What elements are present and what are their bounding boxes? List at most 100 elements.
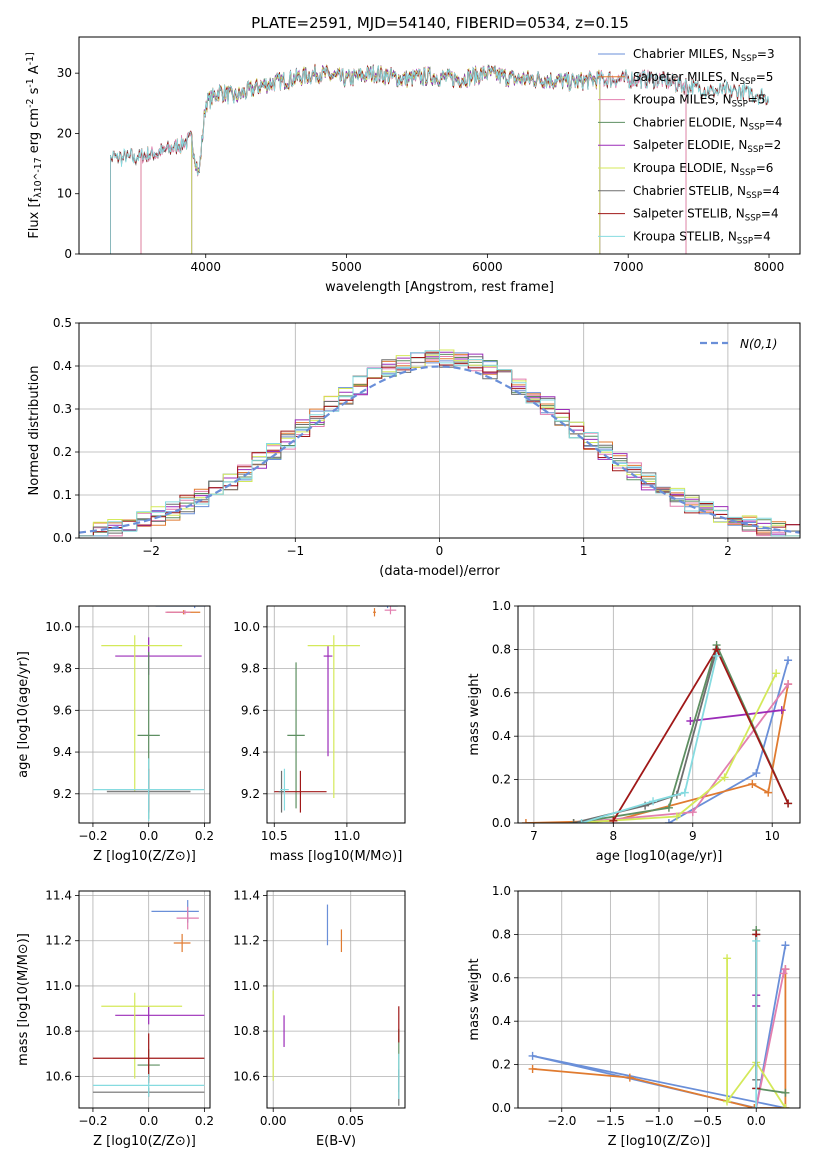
mass-weight-point xyxy=(688,808,697,817)
mass_weight_vs_age-ylabel: mass weight xyxy=(467,673,482,755)
x-tick-label: −1.5 xyxy=(596,1114,625,1128)
y-tick-label: 1.0 xyxy=(492,884,511,898)
mass_vs_ebv-frame xyxy=(266,890,406,1109)
errorbar-point-purple xyxy=(323,645,333,757)
y-tick-label: 9.4 xyxy=(241,745,260,759)
mass-weight-point xyxy=(784,656,793,665)
y-tick-label: 10.0 xyxy=(45,620,72,634)
mass-weight-point xyxy=(784,680,793,689)
mass_vs_Z-ylabel: mass [log10(M/M⊙)] xyxy=(16,933,31,1066)
y-tick-label: 9.2 xyxy=(241,787,260,801)
x-tick-label: 7000 xyxy=(613,260,644,274)
y-tick-label: 10 xyxy=(57,187,72,201)
x-tick-label: 0.00 xyxy=(260,1114,287,1128)
y-tick-label: 10.0 xyxy=(233,620,260,634)
mass_weight_vs_Z-ylabel: mass weight xyxy=(467,958,482,1040)
mass_vs_ebv-marks xyxy=(272,904,400,1106)
y-tick-label: 11.2 xyxy=(233,934,260,948)
mass-weight-point xyxy=(772,669,781,678)
x-tick-label: 6000 xyxy=(472,260,503,274)
y-tick-label: 0.0 xyxy=(53,531,72,545)
mass-weight-series-orange xyxy=(521,680,793,823)
mass-weight-point xyxy=(781,1104,790,1108)
legend-entry: Kroupa STELIB, NSSP=4 xyxy=(633,229,771,246)
x-tick-label: 0.0 xyxy=(139,1114,158,1128)
residual-histogram-cyan xyxy=(79,350,800,537)
mass-weight-point xyxy=(686,717,695,726)
errorbar-point-cyan xyxy=(280,768,289,811)
mass-weight-point xyxy=(528,1064,537,1073)
errorbar-point-cyan xyxy=(92,758,205,821)
y-tick-label: 0.2 xyxy=(492,773,511,787)
x-tick-label: 9 xyxy=(689,829,697,843)
x-tick-label: 0.0 xyxy=(747,1114,766,1128)
y-tick-label: 10.8 xyxy=(233,1024,260,1038)
y-tick-label: 0.6 xyxy=(492,971,511,985)
mass_weight_vs_Z-panel: −2.0 −1.5 −1.0 −0.5 0.0 0.0 0.2 0.4 0.6 0.8 1.0 Z [… xyxy=(467,884,801,1149)
age_vs_Z-grid xyxy=(79,606,210,823)
legend-entry: Chabrier ELODIE, NSSP=4 xyxy=(633,115,782,132)
mass-weight-point xyxy=(752,769,761,778)
spectrum-axes: 4000 5000 6000 7000 8000 0 10 20 30 wavelength [A… xyxy=(25,36,801,295)
legend-entry: Chabrier MILES, NSSP=3 xyxy=(633,47,775,64)
spectrum-line-cyan xyxy=(110,65,770,254)
mass_weight_vs_Z-axes: −2.0 −1.5 −1.0 −0.5 0.0 0.0 0.2 0.4 0.6 0.8 1.0 Z [… xyxy=(467,884,801,1149)
age_vs_mass-frame xyxy=(266,605,406,824)
mass-weight-point xyxy=(609,816,618,823)
y-tick-label: 0.2 xyxy=(53,445,72,459)
mass-weight-point xyxy=(781,965,790,974)
mass-weight-point xyxy=(781,941,790,950)
y-tick-label: 9.6 xyxy=(53,703,72,717)
mass-weight-series-red xyxy=(609,645,793,823)
y-tick-label: 30 xyxy=(57,66,72,80)
y-tick-label: 0.0 xyxy=(492,1101,511,1115)
mass-weight-series-cyan xyxy=(752,936,761,1108)
x-tick-label: −2 xyxy=(142,544,160,558)
x-tick-label: 11.0 xyxy=(334,829,361,843)
errorbar-point-yellow xyxy=(101,635,183,792)
mass-weight-point xyxy=(664,803,673,812)
y-tick-label: 10.6 xyxy=(45,1069,72,1083)
x-tick-label: 5000 xyxy=(331,260,362,274)
mass-weight-point xyxy=(528,1051,537,1060)
x-tick-label: 2 xyxy=(724,544,732,558)
y-tick-label: 0.4 xyxy=(53,359,72,373)
mass-weight-point xyxy=(779,969,788,978)
x-tick-label: 10 xyxy=(765,829,780,843)
legend-entry: Salpeter MILES, NSSP=5 xyxy=(633,70,773,87)
x-tick-label: 10.5 xyxy=(261,829,288,843)
errorbar-point-purple xyxy=(115,637,202,675)
y-tick-label: 9.2 xyxy=(53,787,72,801)
y-tick-label: 0.8 xyxy=(492,642,511,656)
x-tick-label: 0.05 xyxy=(337,1114,364,1128)
errorbar-point-cyan xyxy=(92,1074,205,1097)
errorbar-point-yellow xyxy=(101,992,183,1079)
x-tick-label: −0.5 xyxy=(693,1114,722,1128)
y-tick-label: 0.5 xyxy=(53,316,72,330)
age_vs_mass-marks xyxy=(274,606,398,813)
mass_vs_ebv-xlabel: E(B-V) xyxy=(316,1134,356,1149)
y-tick-label: 1.0 xyxy=(492,599,511,613)
mass-weight-point xyxy=(752,1104,761,1108)
residual-legend: N(0,1) xyxy=(700,337,777,351)
y-tick-label: 9.8 xyxy=(53,662,72,676)
mass-weight-point xyxy=(784,799,793,808)
legend-entry: Kroupa ELODIE, NSSP=6 xyxy=(633,161,773,178)
legend-entry: Kroupa MILES, NSSP=5 xyxy=(633,93,766,110)
y-tick-label: 11.0 xyxy=(45,979,72,993)
errorbar-point-pink xyxy=(384,606,397,615)
y-tick-label: 0 xyxy=(64,247,72,261)
x-tick-label: 7 xyxy=(530,829,538,843)
y-tick-label: 0.3 xyxy=(53,402,72,416)
mass-weight-point xyxy=(521,819,530,823)
mass-weight-point xyxy=(712,651,721,660)
errorbar-point-gray xyxy=(278,770,285,813)
mass-weight-point xyxy=(750,1104,759,1108)
spectrum-ylabel: Flux [fλ10^-17 erg cm-2 s-1 A-1] xyxy=(25,52,44,238)
errorbar-point-purple xyxy=(115,1006,205,1025)
mass_weight_vs_age-marks xyxy=(521,641,793,823)
mass_vs_Z-panel: −0.2 0.0 0.2 10.6 10.8 11.0 11.2 11.4 Z [log10(Z… xyxy=(16,889,214,1149)
mass_weight_vs_Z-xlabel: Z [log10(Z/Z⊙)] xyxy=(608,1134,711,1149)
x-tick-label: −1.0 xyxy=(644,1114,673,1128)
x-tick-label: 0.0 xyxy=(139,829,158,843)
